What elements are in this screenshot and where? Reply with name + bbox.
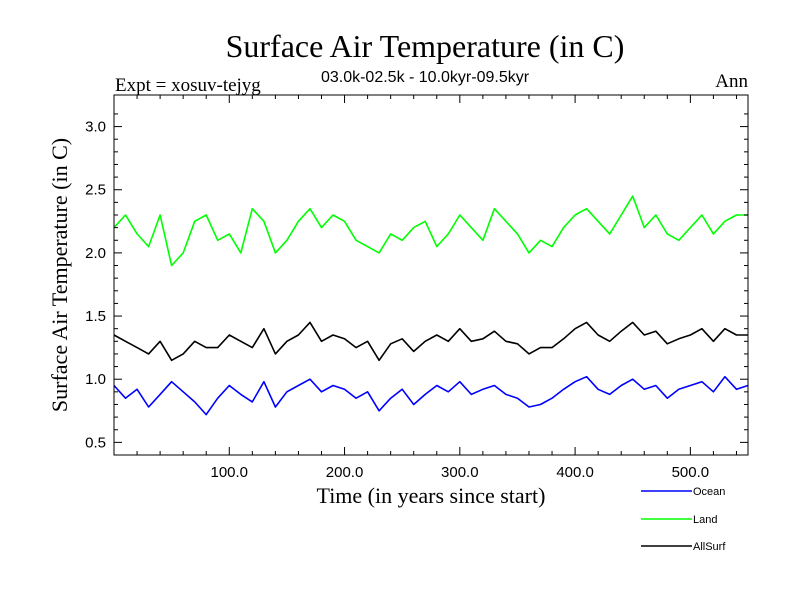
y-axis-label: Surface Air Temperature (in C) <box>47 138 72 412</box>
legend: Ocean Land AllSurf <box>641 486 726 553</box>
ticks-layer: 100.0 200.0 300.0 400.0 500.0 0.5 1.0 1.5 2.0 2.5… <box>85 95 748 481</box>
legend-label-ocean: Ocean <box>693 486 725 498</box>
y-tick-label: 1.5 <box>85 308 106 325</box>
series-line-allsurf <box>113 321 748 362</box>
y-tick-label: 0.5 <box>85 434 106 451</box>
x-tick-label: 100.0 <box>210 464 248 481</box>
x-tick-label: 500.0 <box>672 464 710 481</box>
y-tick-label: 3.0 <box>85 119 106 136</box>
chart-subtitle: 03.0k-02.5k - 10.0kyr-09.5kyr <box>321 69 530 86</box>
x-tick-label: 200.0 <box>326 464 364 481</box>
x-axis-label: Time (in years since start) <box>317 483 546 508</box>
chart-title: Surface Air Temperature (in C) <box>226 28 625 64</box>
x-tick-label: 400.0 <box>556 464 594 481</box>
y-tick-label: 2.5 <box>85 182 106 199</box>
series-line-land <box>113 195 748 267</box>
period-label: Ann <box>715 71 748 92</box>
plot-frame <box>113 94 749 456</box>
series-layer <box>113 195 749 416</box>
y-tick-label: 2.0 <box>85 245 106 262</box>
y-tick-label: 1.0 <box>85 371 106 388</box>
series-line-ocean <box>113 375 749 416</box>
x-tick-label: 300.0 <box>441 464 479 481</box>
legend-label-allsurf: AllSurf <box>693 541 726 553</box>
legend-label-land: Land <box>693 514 717 526</box>
expt-label: Expt = xosuv-tejyg <box>115 75 261 96</box>
